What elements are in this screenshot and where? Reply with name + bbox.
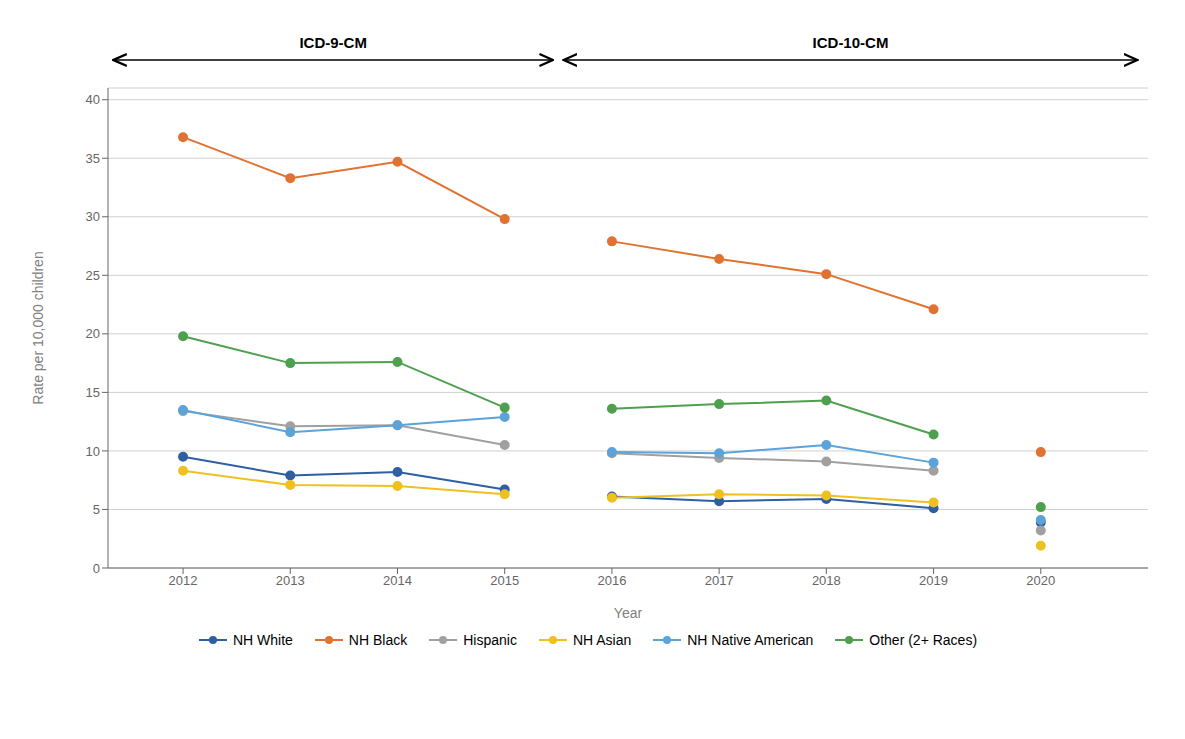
svg-text:2014: 2014 — [383, 573, 412, 588]
html-text:Hispanic: Hispanic — [463, 632, 517, 648]
svg-text:2018: 2018 — [812, 573, 841, 588]
svg-text:2017: 2017 — [705, 573, 734, 588]
svg-text:5: 5 — [93, 502, 100, 517]
svg-text:2015: 2015 — [490, 573, 519, 588]
svg-text:ICD-10-CM: ICD-10-CM — [813, 34, 889, 51]
svg-text:25: 25 — [86, 268, 100, 283]
svg-text:ICD-9-CM: ICD-9-CM — [299, 34, 367, 51]
svg-text:35: 35 — [86, 151, 100, 166]
html-text:Other (2+ Races): Other (2+ Races) — [869, 632, 978, 648]
svg-text:10: 10 — [86, 444, 100, 459]
html-text:NH Asian: NH Asian — [572, 632, 632, 648]
svg-text:2012: 2012 — [169, 573, 198, 588]
html-text:NH Black: NH Black — [348, 632, 408, 648]
svg-text:40: 40 — [86, 92, 100, 107]
svg-text:2019: 2019 — [919, 573, 948, 588]
html-text:NH Native American: NH Native American — [687, 632, 814, 648]
html-text:NH White: NH White — [232, 632, 293, 648]
svg-text:30: 30 — [86, 209, 100, 224]
svg-text:2013: 2013 — [276, 573, 305, 588]
svg-text:0: 0 — [93, 561, 100, 576]
svg-text:Rate per 10,000 children: Rate per 10,000 children — [30, 251, 46, 404]
svg-text:2016: 2016 — [597, 573, 626, 588]
svg-text:20: 20 — [86, 326, 100, 341]
svg-text:Year: Year — [614, 605, 643, 621]
svg-text:15: 15 — [86, 385, 100, 400]
svg-text:2020: 2020 — [1026, 573, 1055, 588]
